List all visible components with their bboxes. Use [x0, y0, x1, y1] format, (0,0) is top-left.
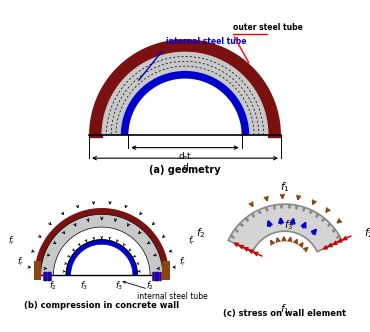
Polygon shape: [66, 240, 138, 275]
Text: $f_r$: $f_r$: [188, 234, 196, 247]
Text: d-t: d-t: [179, 152, 191, 161]
Text: $f_2$: $f_2$: [196, 226, 206, 239]
Text: $f_1$: $f_1$: [280, 180, 290, 194]
Text: internal steel tube: internal steel tube: [166, 37, 246, 46]
Polygon shape: [41, 214, 163, 275]
Text: $f_r$: $f_r$: [179, 255, 187, 268]
Text: $f_2$: $f_2$: [49, 279, 57, 292]
Bar: [34, 261, 41, 280]
Text: $f_3$: $f_3$: [284, 218, 293, 232]
Polygon shape: [228, 204, 342, 252]
Polygon shape: [35, 208, 168, 275]
Text: $f_2$: $f_2$: [364, 226, 370, 239]
Text: $f_3$: $f_3$: [115, 279, 124, 292]
Text: (c) stress on wall element: (c) stress on wall element: [223, 309, 346, 318]
Text: $f_2$: $f_2$: [146, 279, 154, 292]
Text: (b) compression in concrete wall: (b) compression in concrete wall: [24, 301, 179, 310]
Polygon shape: [66, 240, 138, 275]
Text: $f_3$: $f_3$: [80, 279, 88, 292]
Bar: [162, 261, 170, 280]
Text: d: d: [182, 163, 188, 172]
Bar: [43, 272, 51, 280]
Polygon shape: [89, 39, 281, 135]
Text: outer steel tube: outer steel tube: [233, 23, 303, 32]
Text: $f_r$: $f_r$: [8, 234, 15, 247]
Text: (a) geometry: (a) geometry: [149, 165, 221, 175]
Text: $f_r$: $f_r$: [17, 255, 24, 268]
Bar: [152, 272, 161, 280]
Polygon shape: [121, 71, 249, 135]
Text: internal steel tube: internal steel tube: [123, 281, 208, 301]
Polygon shape: [101, 52, 269, 135]
Text: $f_1$: $f_1$: [280, 302, 290, 316]
